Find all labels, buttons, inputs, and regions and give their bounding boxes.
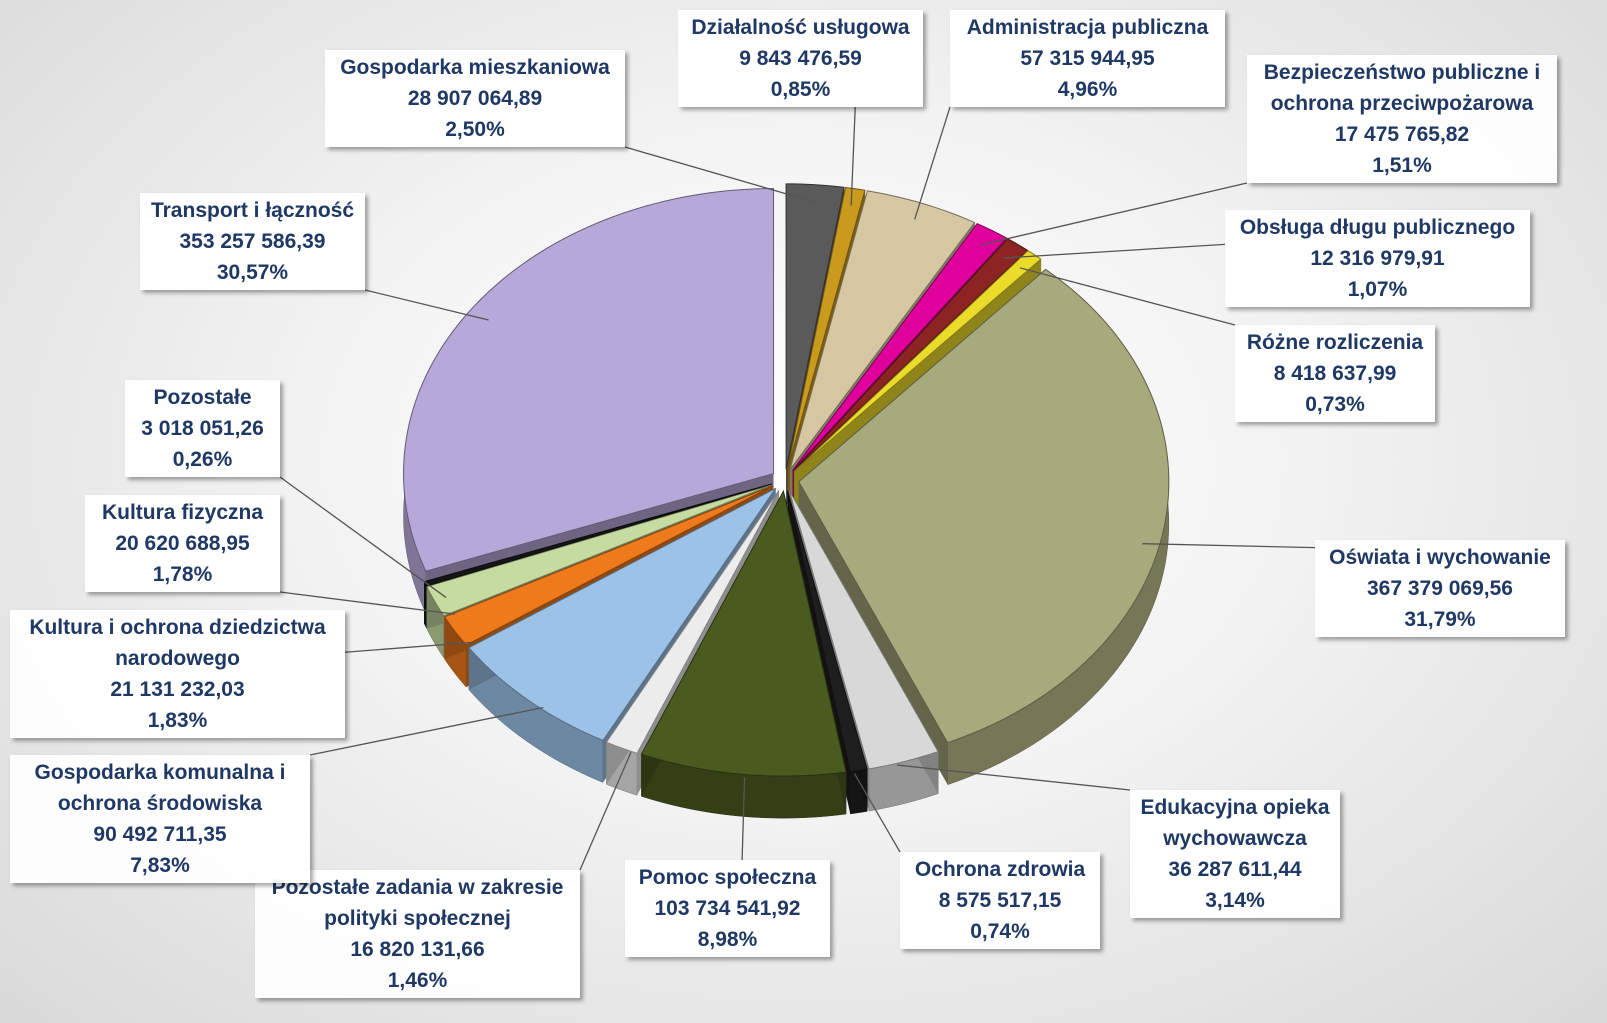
label-value: 90 492 711,35 bbox=[93, 823, 227, 846]
leader-line bbox=[853, 773, 901, 853]
label-percent: 3,14% bbox=[1205, 889, 1265, 912]
data-label: Gospodarka komunalna i ochrona środowisk… bbox=[10, 755, 310, 883]
label-value: 21 131 232,03 bbox=[110, 678, 245, 701]
leader-line bbox=[364, 289, 489, 321]
leader-line bbox=[741, 777, 746, 861]
leader-line bbox=[624, 146, 814, 203]
label-percent: 1,83% bbox=[147, 709, 208, 732]
slice bbox=[789, 190, 976, 470]
label-percent: 1,46% bbox=[387, 969, 448, 992]
leader-line bbox=[1019, 267, 1236, 326]
label-percent: 0,85% bbox=[770, 78, 831, 101]
data-label: Gospodarka mieszkaniowa 28 907 064,89 2,50… bbox=[325, 50, 625, 147]
leader-line bbox=[309, 706, 544, 756]
label-value: 367 379 069,56 bbox=[1367, 577, 1513, 600]
slice bbox=[426, 484, 773, 617]
data-label: Ochrona zdrowia 8 575 517,15 0,74% bbox=[900, 852, 1100, 949]
data-label: Pozostałe 3 018 051,26 0,26% bbox=[125, 380, 280, 477]
label-percent: 4,96% bbox=[1057, 78, 1118, 101]
slice bbox=[443, 485, 774, 646]
label-name: Pozostałe bbox=[153, 386, 252, 409]
data-label: Administracja publiczna 57 315 944,95 4,96… bbox=[950, 10, 1225, 107]
data-label: Transport i łączność 353 257 586,39 30,57% bbox=[140, 193, 365, 290]
label-name: Kultura fizyczna bbox=[101, 501, 264, 524]
slice-wall bbox=[444, 485, 773, 659]
slice bbox=[793, 238, 1029, 472]
label-value: 28 907 064,89 bbox=[407, 87, 543, 110]
label-name: Gospodarka mieszkaniowa bbox=[340, 56, 610, 79]
leader-line bbox=[980, 182, 1248, 246]
slice bbox=[605, 489, 780, 754]
slice bbox=[423, 483, 773, 587]
leader-line bbox=[1142, 543, 1316, 549]
slice bbox=[798, 268, 1170, 744]
label-name: Działalność usługowa bbox=[691, 16, 910, 39]
slice bbox=[785, 183, 845, 469]
label-value: 12 316 979,91 bbox=[1310, 247, 1445, 270]
slice bbox=[787, 186, 866, 470]
label-percent: 8,98% bbox=[697, 928, 758, 951]
label-name: Administracja publiczna bbox=[966, 16, 1209, 39]
label-name: Kultura i ochrona dziedzictwa narodowego bbox=[29, 616, 326, 670]
label-percent: 30,57% bbox=[216, 261, 289, 284]
label-value: 353 257 586,39 bbox=[179, 230, 326, 253]
label-value: 17 475 765,82 bbox=[1334, 123, 1470, 146]
slice bbox=[468, 487, 777, 742]
label-percent: 0,26% bbox=[172, 448, 233, 471]
data-label: Różne rozliczenia 8 418 637,99 0,73% bbox=[1235, 325, 1435, 422]
slice bbox=[788, 490, 939, 770]
data-label: Edukacyjna opieka wychowawcza 36 287 611,… bbox=[1130, 790, 1340, 918]
label-value: 8 575 517,15 bbox=[938, 889, 1062, 912]
label-percent: 7,83% bbox=[130, 854, 190, 877]
data-label: Kultura i ochrona dziedzictwa narodowego… bbox=[10, 610, 345, 738]
leader-line bbox=[279, 476, 447, 599]
label-value: 16 820 131,66 bbox=[350, 938, 485, 961]
label-name: Ochrona zdrowia bbox=[914, 858, 1086, 881]
label-name: Pomoc społeczna bbox=[638, 866, 817, 889]
label-percent: 1,51% bbox=[1372, 154, 1432, 177]
leader-line bbox=[897, 764, 1131, 791]
label-value: 57 315 944,95 bbox=[1020, 47, 1155, 70]
slice bbox=[787, 490, 868, 773]
label-percent: 0,73% bbox=[1305, 393, 1365, 416]
label-name: Różne rozliczenia bbox=[1246, 331, 1424, 354]
leader-line bbox=[850, 106, 856, 206]
leader-line bbox=[279, 591, 456, 615]
label-value: 3 018 051,26 bbox=[141, 417, 264, 440]
label-value: 103 734 541,92 bbox=[654, 897, 801, 920]
data-label: Obsługa długu publicznego 12 316 979,91 1,… bbox=[1225, 210, 1530, 307]
data-label: Kultura fizyczna 20 620 688,95 1,78% bbox=[85, 495, 280, 592]
label-percent: 1,07% bbox=[1347, 278, 1408, 301]
data-label: Pozostałe zadania w zakresie polityki sp… bbox=[255, 870, 580, 998]
label-value: 20 620 688,95 bbox=[115, 532, 250, 555]
label-value: 36 287 611,44 bbox=[1168, 858, 1302, 881]
label-name: Pozostałe zadania w zakresie polityki sp… bbox=[271, 876, 564, 930]
leader-line bbox=[1004, 243, 1226, 259]
label-name: Transport i łączność bbox=[150, 199, 355, 222]
label-percent: 2,50% bbox=[445, 118, 505, 141]
label-name: Edukacyjna opieka wychowawcza bbox=[1140, 796, 1330, 850]
label-percent: 31,79% bbox=[1404, 608, 1476, 631]
slice bbox=[403, 188, 775, 572]
leader-line bbox=[344, 641, 474, 653]
label-name: Oświata i wychowanie bbox=[1329, 546, 1551, 569]
data-label: Pomoc społeczna 103 734 541,92 8,98% bbox=[625, 860, 830, 957]
label-name: Bezpieczeństwo publiczne i ochrona przec… bbox=[1263, 61, 1541, 115]
label-name: Obsługa długu publicznego bbox=[1239, 216, 1516, 239]
label-value: 9 843 476,59 bbox=[739, 47, 862, 70]
data-label: Bezpieczeństwo publiczne i ochrona przec… bbox=[1247, 55, 1557, 183]
label-percent: 0,74% bbox=[970, 920, 1030, 943]
slice bbox=[640, 489, 847, 777]
leader-line bbox=[914, 106, 951, 220]
label-value: 8 418 637,99 bbox=[1273, 362, 1397, 385]
data-label: Działalność usługowa 9 843 476,59 0,85% bbox=[678, 10, 923, 107]
slices bbox=[403, 183, 1170, 819]
slice bbox=[793, 250, 1042, 472]
label-percent: 1,78% bbox=[152, 563, 213, 586]
data-label: Oświata i wychowanie 367 379 069,56 31,79% bbox=[1315, 540, 1565, 637]
label-name: Gospodarka komunalna i ochrona środowisk… bbox=[34, 761, 286, 815]
leader-line bbox=[579, 752, 632, 871]
